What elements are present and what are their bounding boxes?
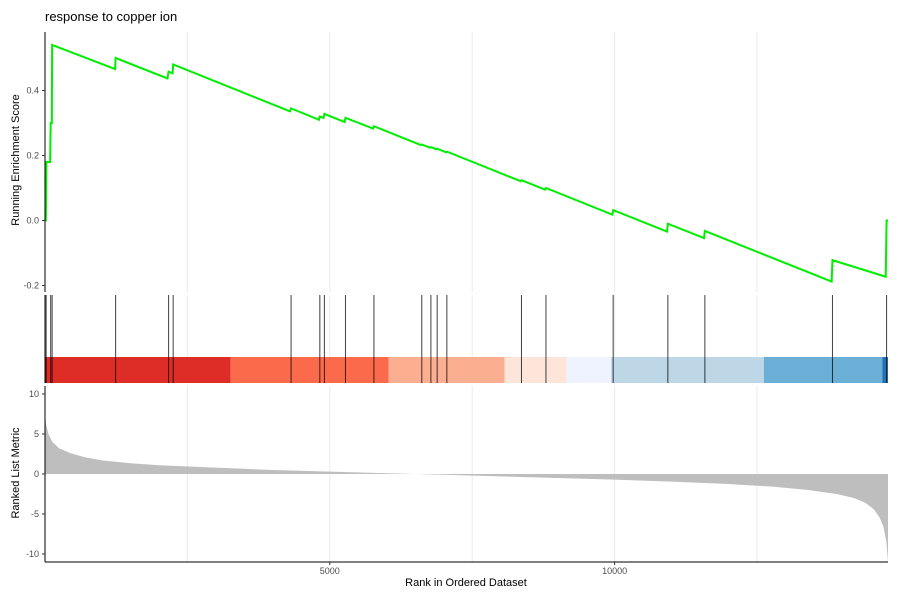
x-axis-label: Rank in Ordered Dataset xyxy=(405,577,527,589)
axes xyxy=(44,32,888,563)
y-tick-label: 0.0 xyxy=(26,216,39,226)
y-tick-label: -10 xyxy=(26,549,39,559)
x-ticks: 5000 10000 xyxy=(320,562,627,576)
running-score-line xyxy=(44,43,888,284)
y-tick-label: 0.2 xyxy=(26,151,39,161)
bottom-y-ticks: -10 -5 0 5 10 xyxy=(26,389,45,559)
y-tick-label: 10 xyxy=(29,389,39,399)
y-tick-label: 0.4 xyxy=(26,86,39,96)
y-tick-label: -0.2 xyxy=(23,281,39,291)
rank-color-bands xyxy=(45,357,888,383)
rank-band xyxy=(504,357,567,383)
y-tick-label: 0 xyxy=(34,469,39,479)
running-score-y-label: Running Enrichment Score xyxy=(10,94,22,225)
rank-band xyxy=(882,357,888,383)
chart-title: response to copper ion xyxy=(45,9,177,24)
top-y-ticks: -0.2 0.0 0.2 0.4 xyxy=(23,86,45,291)
y-tick-label: 5 xyxy=(34,429,39,439)
ranked-metric-area xyxy=(45,414,888,562)
y-tick-label: -5 xyxy=(31,509,39,519)
rank-band xyxy=(45,357,231,383)
rank-band xyxy=(763,357,883,383)
gene-hit-lines xyxy=(45,295,888,383)
rank-band xyxy=(611,357,764,383)
x-tick-label: 5000 xyxy=(320,566,340,576)
rank-band xyxy=(230,357,389,383)
rank-band xyxy=(566,357,612,383)
ranked-metric-y-label: Ranked List Metric xyxy=(10,427,22,519)
x-tick-label: 10000 xyxy=(602,566,627,576)
